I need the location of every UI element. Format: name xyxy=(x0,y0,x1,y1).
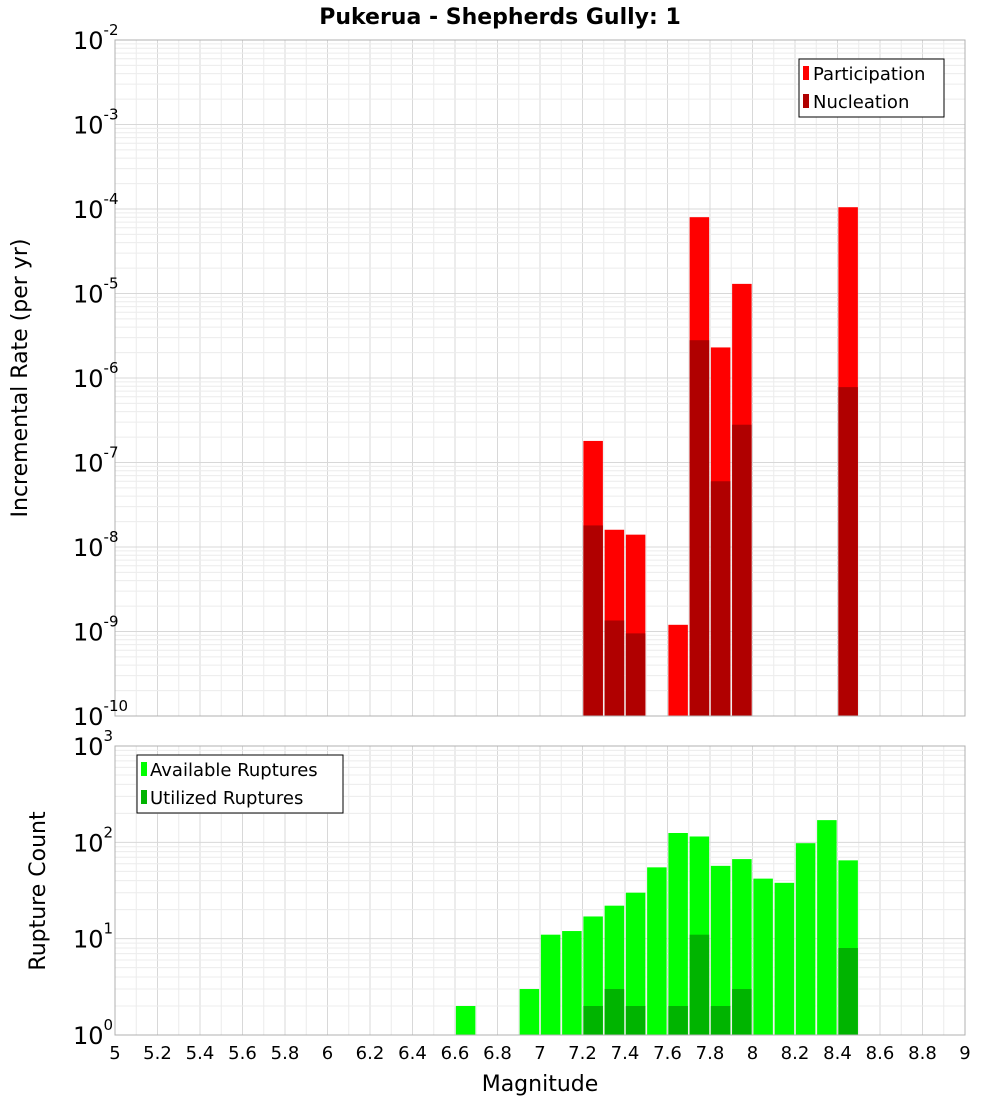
bottom-y-tick-label: 100 xyxy=(73,1016,113,1050)
bottom-bar-utilized-ruptures xyxy=(625,1006,646,1035)
bottom-bar-utilized-ruptures xyxy=(838,948,858,1035)
top-y-tick-labels: 10-10 10-9 10-8 10-7 10-6 10-5 10-4 10-3 10-2 xyxy=(73,21,128,731)
bottom-bar-available-ruptures xyxy=(519,989,540,1035)
legend-label-available: Available Ruptures xyxy=(150,760,318,781)
x-tick-label: 6.4 xyxy=(398,1043,427,1064)
top-bar-nucleation xyxy=(625,633,646,716)
x-tick-label: 7.4 xyxy=(611,1043,640,1064)
bottom-bar-utilized-ruptures xyxy=(583,1006,603,1035)
bottom-bar-available-ruptures xyxy=(625,892,646,1035)
top-bar-nucleation xyxy=(732,424,752,716)
bottom-bar-utilized-ruptures xyxy=(668,1006,688,1035)
bottom-bar-available-ruptures xyxy=(817,820,837,1035)
bottom-y-tick-label: 103 xyxy=(73,727,113,761)
x-tick-label: 5 xyxy=(109,1043,120,1064)
bottom-legend: Available Ruptures Utilized Ruptures xyxy=(136,754,344,814)
bottom-bar-available-ruptures xyxy=(753,878,773,1035)
top-plot-frame xyxy=(114,39,966,717)
top-y-tick-label: 10-9 xyxy=(73,613,119,647)
top-legend: Participation Nucleation xyxy=(798,58,945,118)
bottom-bar-available-ruptures xyxy=(795,843,816,1035)
x-tick-label: 7 xyxy=(534,1043,545,1064)
top-y-tick-label: 10-2 xyxy=(73,21,119,55)
bottom-bar-available-ruptures xyxy=(710,865,731,1035)
x-tick-label: 5.4 xyxy=(186,1043,215,1064)
top-bar-participation xyxy=(668,624,688,716)
x-tick-label: 8.6 xyxy=(866,1043,895,1064)
x-tick-label: 7.6 xyxy=(653,1043,682,1064)
bottom-bar-available-ruptures xyxy=(647,867,667,1035)
top-y-tick-label: 10-7 xyxy=(73,444,119,478)
bottom-bar-available-ruptures xyxy=(668,832,688,1035)
top-y-tick-label: 10-4 xyxy=(73,190,119,224)
bottom-bar-available-ruptures xyxy=(583,916,603,1035)
bottom-bar-utilized-ruptures xyxy=(710,1006,731,1035)
top-plot-grid xyxy=(114,40,966,717)
bottom-y-tick-label: 102 xyxy=(73,823,113,857)
x-tick-label: 8.2 xyxy=(781,1043,810,1064)
x-tick-labels: 5 5.2 5.4 5.6 5.8 6 6.2 6.4 6.6 6.8 7 7.2 7.4 7.6 7.8 8… xyxy=(109,1043,970,1064)
top-y-tick-label: 10-10 xyxy=(73,697,128,731)
x-tick-label: 6.2 xyxy=(356,1043,385,1064)
bottom-bar-utilized-ruptures xyxy=(604,989,625,1035)
legend-swatch-nucleation xyxy=(803,94,809,108)
bottom-plot-bars xyxy=(455,820,858,1035)
bottom-legend-box xyxy=(136,754,344,814)
top-bar-nucleation xyxy=(710,481,731,716)
bottom-bar-available-ruptures xyxy=(774,882,795,1035)
legend-label-utilized: Utilized Ruptures xyxy=(150,788,303,809)
bottom-y-tick-labels: 100 101 102 103 xyxy=(73,727,113,1050)
top-y-tick-label: 10-3 xyxy=(73,106,119,140)
x-tick-label: 5.6 xyxy=(228,1043,257,1064)
x-tick-label: 7.8 xyxy=(696,1043,725,1064)
top-y-tick-label: 10-6 xyxy=(73,359,119,393)
bottom-bar-available-ruptures xyxy=(540,934,561,1035)
top-bar-nucleation xyxy=(583,525,603,716)
x-axis-label: Magnitude xyxy=(482,1072,599,1097)
top-bar-nucleation xyxy=(604,620,625,716)
legend-swatch-participation xyxy=(803,66,809,80)
top-y-axis-label: Incremental Rate (per yr) xyxy=(8,239,33,518)
bottom-bar-utilized-ruptures xyxy=(689,934,710,1035)
x-tick-label: 8 xyxy=(747,1043,758,1064)
x-tick-label: 9 xyxy=(959,1043,970,1064)
x-tick-label: 6.8 xyxy=(483,1043,512,1064)
x-tick-label: 8.4 xyxy=(823,1043,852,1064)
legend-label-participation: Participation xyxy=(813,64,925,85)
top-y-tick-label: 10-8 xyxy=(73,528,119,562)
legend-swatch-utilized xyxy=(141,790,147,804)
x-tick-label: 5.8 xyxy=(271,1043,300,1064)
x-tick-label: 7.2 xyxy=(568,1043,597,1064)
top-legend-box xyxy=(798,58,945,118)
bottom-bar-available-ruptures xyxy=(562,931,582,1035)
bottom-bar-available-ruptures xyxy=(455,1006,476,1035)
legend-label-nucleation: Nucleation xyxy=(813,92,909,113)
x-tick-label: 5.2 xyxy=(143,1043,172,1064)
bottom-bar-utilized-ruptures xyxy=(732,989,752,1035)
bottom-plot-frame xyxy=(114,745,966,1036)
x-tick-label: 6 xyxy=(322,1043,333,1064)
x-tick-label: 6.6 xyxy=(441,1043,470,1064)
top-bar-nucleation xyxy=(689,340,710,716)
chart-title: Pukerua - Shepherds Gully: 1 xyxy=(319,5,681,30)
bottom-y-tick-label: 101 xyxy=(73,920,113,954)
bottom-y-axis-label: Rupture Count xyxy=(26,811,51,971)
legend-swatch-available xyxy=(141,762,147,776)
top-y-tick-label: 10-5 xyxy=(73,275,119,309)
x-tick-label: 8.8 xyxy=(908,1043,937,1064)
top-plot-bars xyxy=(583,207,858,716)
top-bar-nucleation xyxy=(838,387,858,716)
